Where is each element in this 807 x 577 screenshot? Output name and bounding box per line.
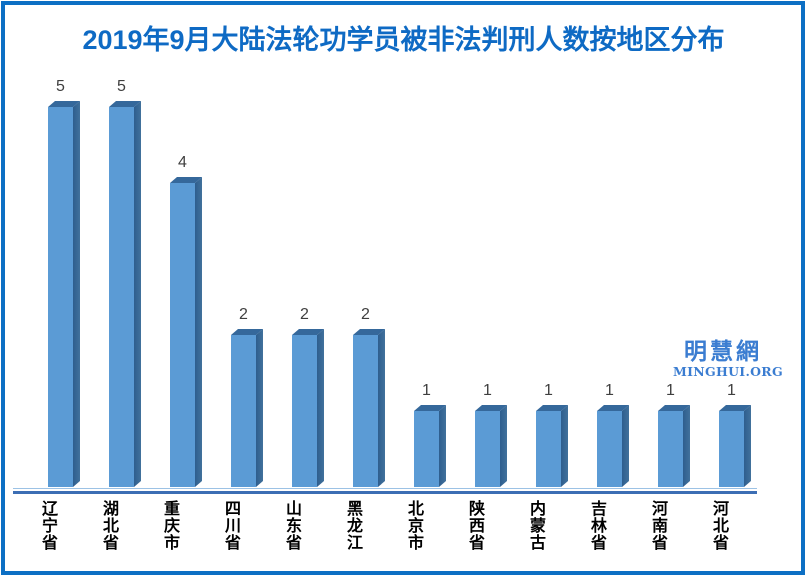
category-label: 湖北省 (102, 501, 119, 552)
bar-value-label: 5 (56, 78, 65, 95)
bar: 1 (597, 383, 630, 487)
bar-side-face (134, 101, 141, 487)
category-label: 四川省 (224, 501, 241, 552)
category-label: 河北省 (712, 501, 729, 552)
bar-value-label: 5 (117, 78, 126, 95)
minghui-watermark: 明慧網 MINGHUI.ORG (673, 338, 783, 379)
bar-value-label: 1 (727, 382, 736, 399)
bar-value-label: 1 (422, 382, 431, 399)
minghui-logo-en: MINGHUI.ORG (673, 364, 783, 379)
plot-area: 5 5 4 2 2 2 1 1 1 1 1 1 (48, 79, 752, 487)
bar-side-face (439, 405, 446, 487)
bar-value-label: 2 (300, 306, 309, 323)
category-label: 山东省 (285, 501, 302, 552)
bar-value-label: 4 (178, 154, 187, 171)
bar-side-face (561, 405, 568, 487)
category-axis: 辽宁省 湖北省 重庆市 四川省 山东省 黑龙江 北京市 陕西省 内蒙古 吉林省 河南省 河北省 (0, 501, 807, 557)
bar-side-face (195, 177, 202, 487)
x-axis-line-highlight (13, 488, 757, 489)
category-label: 重庆市 (163, 501, 180, 552)
bar-value-label: 1 (605, 382, 614, 399)
minghui-logo-cn: 明慧網 (684, 338, 762, 364)
bar-value-label: 1 (666, 382, 675, 399)
category-label: 陕西省 (468, 501, 485, 552)
category-label: 河南省 (651, 501, 668, 552)
bar-side-face (622, 405, 629, 487)
bar-front-face (475, 411, 500, 487)
bar-front-face (353, 335, 378, 487)
bar: 1 (475, 383, 508, 487)
bar-front-face (48, 107, 73, 487)
bar-front-face (597, 411, 622, 487)
bar-side-face (73, 101, 80, 487)
bar-front-face (414, 411, 439, 487)
bar-side-face (500, 405, 507, 487)
category-label: 吉林省 (590, 501, 607, 552)
bar-value-label: 1 (544, 382, 553, 399)
bar: 2 (353, 307, 386, 487)
bar-value-label: 2 (239, 306, 248, 323)
bar: 2 (292, 307, 325, 487)
bar: 5 (109, 79, 142, 487)
bar-value-label: 1 (483, 382, 492, 399)
bar: 2 (231, 307, 264, 487)
chart-title: 2019年9月大陆法轮功学员被非法判刑人数按地区分布 (82, 25, 725, 55)
bar: 1 (414, 383, 447, 487)
bar-side-face (317, 329, 324, 487)
bar: 1 (658, 383, 691, 487)
bar: 1 (719, 383, 752, 487)
bar-value-label: 2 (361, 306, 370, 323)
bar: 1 (536, 383, 569, 487)
bar-front-face (292, 335, 317, 487)
bar-front-face (170, 183, 195, 487)
bar-front-face (719, 411, 744, 487)
bar-front-face (231, 335, 256, 487)
bar-side-face (378, 329, 385, 487)
bar-side-face (256, 329, 263, 487)
bar-front-face (536, 411, 561, 487)
bar-front-face (658, 411, 683, 487)
category-label: 黑龙江 (346, 501, 363, 552)
category-label: 内蒙古 (529, 501, 546, 552)
bar: 5 (48, 79, 81, 487)
category-label: 北京市 (407, 501, 424, 552)
x-axis-line (13, 491, 757, 494)
bar-front-face (109, 107, 134, 487)
category-label: 辽宁省 (41, 501, 58, 552)
bar: 4 (170, 155, 203, 487)
bar-side-face (744, 405, 751, 487)
bar-side-face (683, 405, 690, 487)
